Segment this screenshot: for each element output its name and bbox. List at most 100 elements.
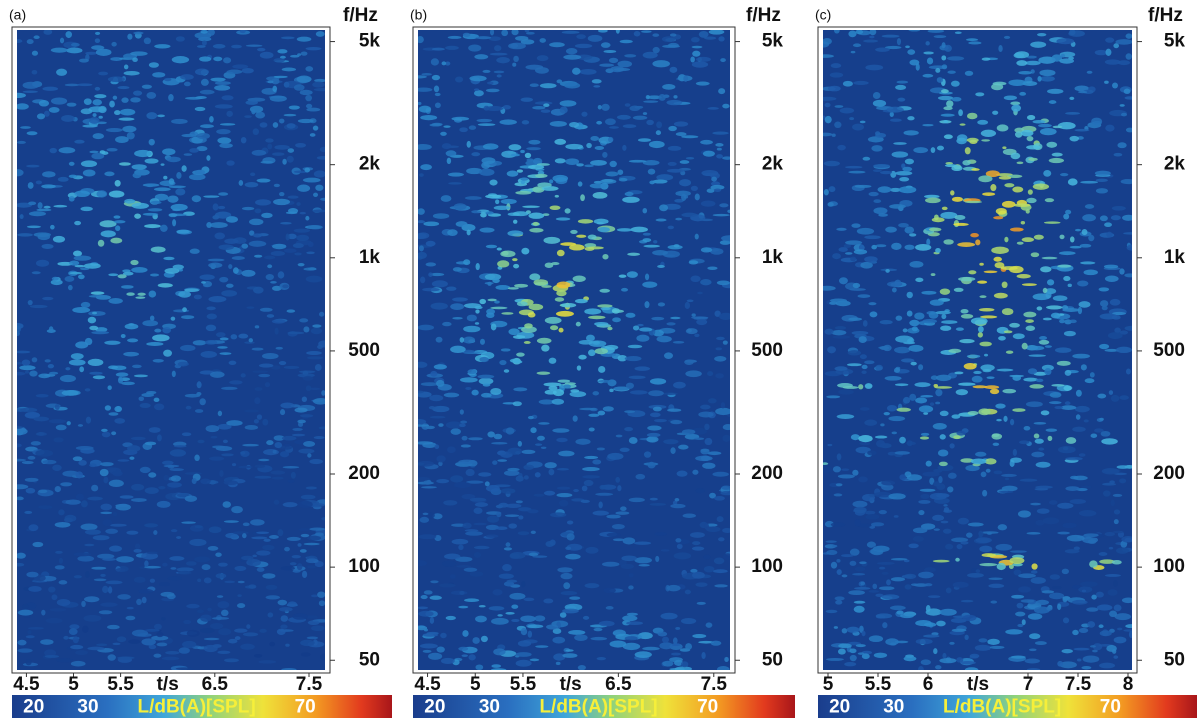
texture-speck [875,365,883,371]
texture-speck [411,424,429,426]
texture-speck [1070,499,1086,504]
texture-speck [925,583,933,586]
texture-speck [876,613,892,618]
texture-speck [14,39,22,43]
texture-speck [142,320,158,326]
texture-speck [471,390,478,396]
texture-speck [36,432,47,436]
texture-speck [57,599,71,606]
texture-speck [251,109,255,114]
texture-speck [703,555,710,560]
texture-speck [575,299,588,303]
texture-speck [868,192,878,196]
texture-speck [909,233,916,236]
texture-speck [87,647,105,651]
colorbar-tick-label: 70 [295,697,316,718]
texture-speck [295,143,306,148]
texture-speck [565,554,580,560]
texture-speck [181,315,194,319]
texture-speck [990,646,1005,649]
texture-speck [972,376,983,383]
texture-speck [864,420,877,426]
texture-speck [176,536,181,539]
texture-speck [511,605,518,609]
texture-speck [883,345,892,351]
texture-speck [845,252,852,255]
texture-speck [55,404,60,410]
texture-speck [315,185,323,191]
texture-speck [134,577,146,583]
texture-speck [994,470,1003,474]
texture-speck [65,500,80,505]
texture-speck [585,547,598,554]
texture-speck [38,505,52,509]
texture-speck [27,131,38,135]
texture-speck [85,529,101,534]
texture-speck [157,501,171,508]
texture-speck [1057,503,1073,509]
texture-speck [620,506,627,511]
texture-speck [1018,71,1032,74]
texture-speck [965,147,971,154]
texture-speck [683,514,696,518]
texture-speck [253,287,264,294]
texture-speck [1057,361,1071,366]
texture-speck [1032,120,1045,123]
texture-speck [455,77,463,83]
texture-speck [424,590,433,594]
texture-speck [1029,354,1046,357]
texture-speck [58,509,64,515]
texture-speck [878,213,888,217]
texture-speck [1113,531,1124,533]
texture-speck [43,29,52,35]
texture-speck [1124,538,1132,543]
x-tick-label: 6.5 [202,674,229,695]
texture-speck [255,325,260,328]
texture-speck [239,180,244,186]
texture-speck [960,123,966,125]
texture-speck [949,443,954,448]
texture-speck [819,133,832,137]
x-tick-label: 7.5 [296,674,323,695]
texture-speck [162,657,179,661]
texture-speck [244,115,251,118]
texture-speck [1062,523,1076,528]
texture-speck [170,449,186,456]
texture-speck [959,339,974,343]
texture-speck [1050,392,1062,398]
texture-speck [485,211,493,214]
texture-speck [612,524,625,529]
texture-speck [320,654,329,661]
texture-speck [258,660,276,664]
texture-speck [1019,92,1026,96]
texture-speck [1112,649,1116,654]
texture-speck [869,29,876,35]
y-tick-label: 500 [751,340,783,361]
texture-speck [700,405,710,410]
texture-speck [817,54,834,58]
texture-speck [897,38,901,45]
texture-speck [493,648,505,655]
texture-speck [676,132,687,136]
texture-speck [923,635,939,638]
texture-speck [521,180,526,184]
texture-speck [965,201,982,203]
texture-speck [185,394,200,398]
texture-speck [1057,265,1071,268]
texture-speck [297,75,312,82]
texture-speck [454,482,471,488]
texture-speck [431,303,448,310]
texture-speck [1030,42,1046,48]
texture-speck [1083,655,1100,662]
texture-speck [208,259,225,262]
texture-speck [648,390,664,396]
x-axis-label: t/s [560,674,582,695]
texture-speck [690,276,700,283]
texture-speck [189,148,199,153]
texture-speck [154,187,171,191]
texture-speck [524,475,529,479]
texture-speck [597,657,606,660]
texture-speck [941,114,955,117]
texture-speck [881,480,895,485]
texture-speck [76,494,84,501]
